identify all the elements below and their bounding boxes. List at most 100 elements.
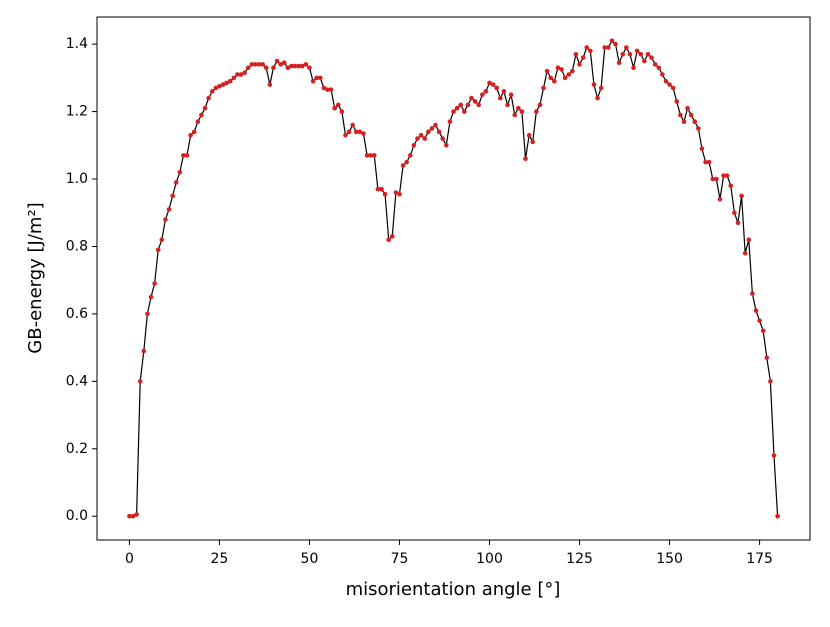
- data-point: [534, 109, 539, 114]
- data-point: [696, 126, 701, 131]
- data-point: [292, 63, 298, 69]
- data-point: [289, 63, 294, 69]
- data-point: [436, 129, 442, 135]
- data-point: [501, 89, 507, 94]
- data-point: [656, 65, 662, 71]
- data-point: [674, 99, 680, 104]
- data-point: [559, 67, 564, 72]
- data-point: [580, 55, 586, 60]
- data-point: [566, 72, 572, 77]
- data-point: [253, 62, 258, 67]
- data-point: [606, 45, 611, 50]
- y-tick-label: 0.0: [66, 508, 88, 524]
- data-point: [184, 153, 190, 158]
- data-point: [130, 513, 136, 519]
- data-point: [775, 513, 780, 519]
- data-point: [249, 62, 255, 67]
- data-point: [732, 210, 737, 216]
- data-point: [227, 78, 233, 84]
- data-point: [458, 102, 464, 108]
- data-point: [159, 237, 165, 243]
- data-point: [764, 355, 770, 361]
- data-point: [177, 169, 183, 175]
- data-point: [213, 85, 219, 91]
- data-point: [274, 58, 280, 64]
- data-point: [688, 112, 694, 118]
- data-point: [717, 196, 723, 202]
- x-tick-label: 25: [211, 551, 229, 567]
- data-point: [685, 105, 690, 111]
- data-point: [242, 70, 247, 76]
- data-point: [339, 109, 345, 114]
- x-tick-label: 125: [566, 551, 593, 567]
- data-point: [231, 75, 237, 81]
- data-point: [332, 105, 337, 111]
- data-point: [616, 60, 622, 65]
- data-point: [642, 58, 647, 64]
- data-point: [397, 191, 402, 197]
- data-point: [224, 80, 229, 86]
- x-tick-label: 100: [476, 551, 503, 567]
- data-point: [663, 78, 669, 84]
- data-point: [335, 102, 341, 108]
- data-point: [181, 153, 186, 158]
- data-point: [220, 82, 226, 87]
- data-point: [422, 136, 427, 141]
- data-point: [505, 102, 510, 108]
- data-point: [584, 45, 590, 50]
- data-point: [400, 163, 406, 168]
- data-point: [508, 92, 514, 98]
- data-point: [703, 159, 708, 165]
- data-point: [188, 132, 193, 138]
- data-point: [548, 75, 554, 81]
- data-point: [321, 85, 327, 91]
- data-point: [710, 176, 716, 182]
- data-point: [652, 62, 658, 67]
- data-point: [195, 119, 201, 125]
- data-point: [645, 51, 651, 57]
- data-point: [724, 173, 730, 178]
- data-point: [245, 65, 251, 71]
- data-point: [364, 153, 370, 158]
- data-point: [296, 63, 301, 69]
- data-point: [768, 379, 773, 384]
- data-point: [595, 95, 600, 101]
- data-point: [407, 153, 413, 158]
- data-point: [285, 65, 291, 71]
- data-point: [328, 87, 334, 92]
- data-point: [465, 102, 471, 108]
- data-point: [371, 153, 377, 158]
- data-point: [256, 62, 262, 67]
- x-tick-label: 50: [301, 551, 319, 567]
- data-point: [155, 247, 161, 253]
- data-point: [462, 109, 467, 114]
- data-point: [386, 237, 391, 243]
- data-point: [170, 193, 175, 199]
- data-point: [418, 132, 424, 138]
- y-tick-label: 0.6: [66, 306, 88, 322]
- data-point: [271, 65, 276, 71]
- data-point: [487, 80, 492, 86]
- data-point: [404, 159, 409, 165]
- data-point: [145, 311, 150, 317]
- data-point: [472, 99, 478, 104]
- data-point: [498, 95, 503, 101]
- y-tick-label: 1.4: [66, 36, 88, 52]
- data-point: [530, 139, 536, 145]
- data-point: [624, 45, 629, 50]
- data-point: [346, 129, 352, 135]
- data-point: [753, 308, 759, 313]
- data-point: [588, 48, 593, 54]
- data-point: [134, 512, 139, 517]
- data-point: [573, 51, 579, 57]
- y-tick-label: 0.4: [66, 373, 88, 389]
- data-point: [476, 102, 482, 108]
- data-point: [526, 132, 532, 138]
- data-point: [443, 143, 449, 148]
- data-point: [602, 45, 608, 50]
- data-point: [217, 83, 222, 89]
- data-point: [314, 75, 319, 81]
- data-point: [577, 62, 582, 67]
- data-point: [325, 87, 330, 92]
- data-point: [480, 92, 485, 98]
